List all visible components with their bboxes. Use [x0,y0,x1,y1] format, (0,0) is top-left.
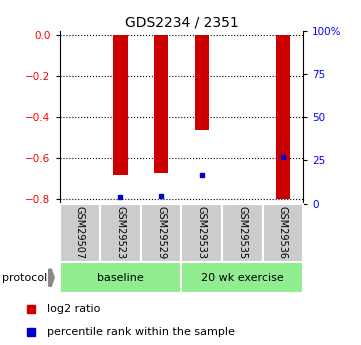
Bar [100,204,141,262]
Text: GSM29523: GSM29523 [116,206,126,259]
Text: 20 wk exercise: 20 wk exercise [201,273,284,283]
Bar [222,204,263,262]
Bar [141,204,181,262]
Bar [60,204,100,262]
Text: baseline: baseline [97,273,144,283]
Bar [182,262,303,293]
Bar [276,35,290,199]
Title: GDS2234 / 2351: GDS2234 / 2351 [125,16,238,30]
Text: GSM29535: GSM29535 [237,206,247,259]
Bar [263,204,303,262]
Text: log2 ratio: log2 ratio [47,304,101,314]
Text: GSM29507: GSM29507 [75,206,85,259]
Text: GSM29529: GSM29529 [156,206,166,259]
Text: GSM29536: GSM29536 [278,206,288,259]
Text: protocol: protocol [2,273,47,283]
Bar [154,35,168,173]
Text: GSM29533: GSM29533 [197,206,207,259]
Bar [195,35,209,130]
Text: percentile rank within the sample: percentile rank within the sample [47,327,235,337]
Bar [182,204,222,262]
Bar [60,262,182,293]
Bar [113,35,127,175]
